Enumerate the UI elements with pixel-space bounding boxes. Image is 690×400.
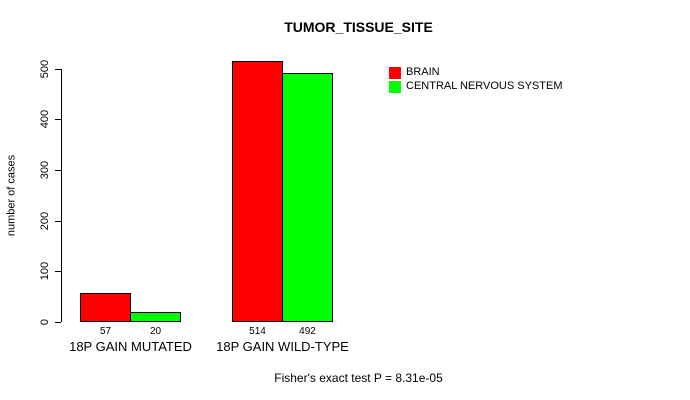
category-label: 18P GAIN WILD-TYPE: [216, 339, 349, 354]
y-tick-mark: [55, 322, 61, 323]
y-tick-label: 200: [39, 211, 51, 231]
legend-label: CENTRAL NERVOUS SYSTEM: [406, 80, 563, 92]
y-tick-label: 100: [39, 261, 51, 281]
y-tick-label: 400: [39, 109, 51, 129]
legend-swatch-icon: [389, 80, 401, 93]
bar-value-label: 514: [249, 326, 266, 337]
legend-item: CENTRAL NERVOUS SYSTEM: [389, 80, 562, 93]
legend-swatch-icon: [389, 66, 401, 79]
y-tick-mark: [55, 271, 61, 272]
bar-value-label: 492: [299, 326, 316, 337]
legend-label: BRAIN: [406, 66, 440, 78]
y-tick-label: 0: [39, 318, 51, 326]
chart-title: TUMOR_TISSUE_SITE: [284, 19, 433, 35]
bar-brain: [232, 61, 283, 322]
footer-note: Fisher's exact test P = 8.31e-05: [274, 371, 443, 385]
legend-item: BRAIN: [389, 66, 562, 79]
y-axis-line: [61, 69, 62, 322]
y-tick-mark: [55, 221, 61, 222]
bar-brain: [80, 293, 131, 322]
y-tick-label: 500: [39, 59, 51, 79]
legend: BRAIN CENTRAL NERVOUS SYSTEM: [389, 66, 562, 94]
y-tick-label: 300: [39, 160, 51, 180]
y-tick-mark: [55, 170, 61, 171]
bar-central-nervous-system: [282, 73, 333, 322]
bar-central-nervous-system: [130, 312, 181, 322]
category-label: 18P GAIN MUTATED: [69, 339, 192, 354]
y-tick-mark: [55, 119, 61, 120]
y-axis-label: number of cases: [5, 154, 18, 237]
bar-value-label: 57: [99, 326, 112, 337]
bar-value-label: 20: [149, 326, 162, 337]
y-tick-mark: [55, 69, 61, 70]
